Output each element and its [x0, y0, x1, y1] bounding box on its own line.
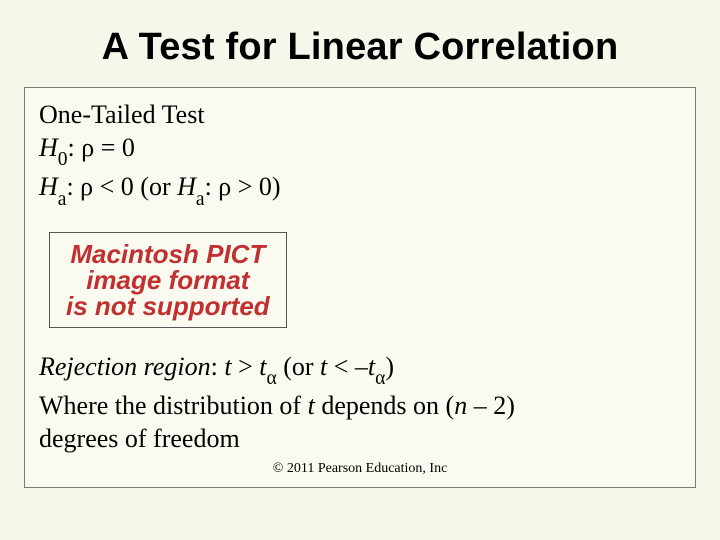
- rr-close: ): [385, 352, 394, 381]
- ha-inner-symbol: H: [177, 172, 196, 201]
- rejection-label: Rejection region: [39, 352, 211, 381]
- pict-line-3: is not supported: [66, 293, 270, 319]
- pict-line-1: Macintosh PICT: [66, 241, 270, 267]
- pict-placeholder: Macintosh PICT image format is not suppo…: [49, 232, 287, 328]
- pict-placeholder-wrap: Macintosh PICT image format is not suppo…: [49, 232, 681, 328]
- h0-subscript: 0: [58, 149, 68, 170]
- rr2-b: depends on (: [315, 391, 454, 420]
- slide-title: A Test for Linear Correlation: [24, 26, 696, 69]
- rr-gt: >: [232, 352, 260, 381]
- content-box: One-Tailed Test H0: ρ = 0 Ha: ρ < 0 (or …: [24, 87, 696, 488]
- rr2-a: Where the distribution of: [39, 391, 308, 420]
- copyright: © 2011 Pearson Education, Inc: [39, 461, 681, 477]
- rr-alpha-1: α: [266, 368, 276, 389]
- rejection-region-line-1: Rejection region: t > tα (or t < –tα): [39, 350, 681, 389]
- pict-line-2: image format: [66, 267, 270, 293]
- rejection-region-line-2: Where the distribution of t depends on (…: [39, 389, 681, 422]
- rejection-region-line-3: degrees of freedom: [39, 422, 681, 455]
- rr-or: (or: [277, 352, 320, 381]
- h0-symbol: H: [39, 133, 58, 162]
- null-hypothesis: H0: ρ = 0: [39, 131, 681, 170]
- rr2-c: – 2): [467, 391, 515, 420]
- rr-colon: :: [211, 352, 225, 381]
- rr2-n: n: [454, 391, 467, 420]
- ha-subscript: a: [58, 189, 67, 210]
- alt-hypothesis: Ha: ρ < 0 (or Ha: ρ > 0): [39, 170, 681, 209]
- rr-lt: < –: [327, 352, 368, 381]
- one-tailed-heading: One-Tailed Test: [39, 98, 681, 131]
- h0-body: : ρ = 0: [68, 133, 135, 162]
- rr-t-1: t: [224, 352, 231, 381]
- ha-inner-subscript: a: [196, 189, 205, 210]
- rr-alpha-2: α: [375, 368, 385, 389]
- slide: A Test for Linear Correlation One-Tailed…: [0, 0, 720, 540]
- ha-symbol: H: [39, 172, 58, 201]
- rr2-t: t: [308, 391, 315, 420]
- ha-body-prefix: : ρ < 0 (or: [66, 172, 177, 201]
- ha-body-suffix: : ρ > 0): [205, 172, 281, 201]
